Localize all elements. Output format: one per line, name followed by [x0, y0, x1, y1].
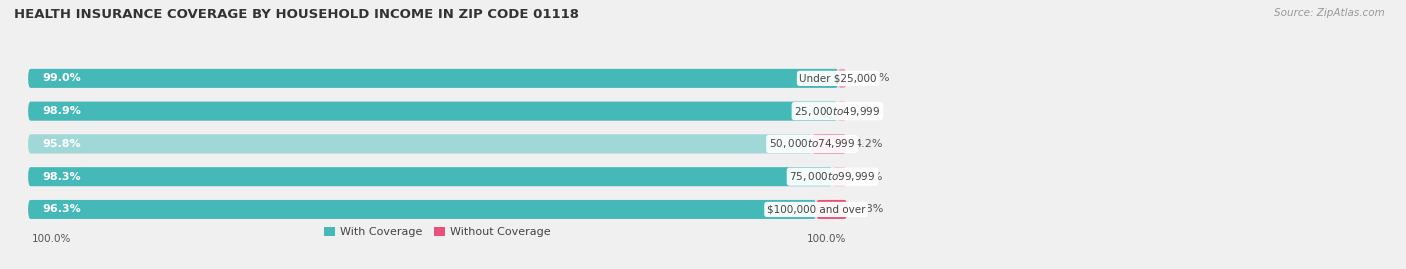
- Text: 98.9%: 98.9%: [42, 106, 82, 116]
- Text: 3.8%: 3.8%: [855, 204, 884, 214]
- FancyBboxPatch shape: [28, 69, 846, 88]
- FancyBboxPatch shape: [28, 167, 846, 186]
- FancyBboxPatch shape: [28, 200, 846, 219]
- Text: 100.0%: 100.0%: [32, 234, 72, 244]
- Text: 100.0%: 100.0%: [807, 234, 846, 244]
- FancyBboxPatch shape: [28, 102, 846, 121]
- Text: Under $25,000: Under $25,000: [800, 73, 877, 83]
- Text: Source: ZipAtlas.com: Source: ZipAtlas.com: [1274, 8, 1385, 18]
- Text: $100,000 and over: $100,000 and over: [766, 204, 865, 214]
- FancyBboxPatch shape: [832, 167, 846, 186]
- FancyBboxPatch shape: [28, 102, 838, 121]
- FancyBboxPatch shape: [28, 69, 838, 88]
- Text: 1.7%: 1.7%: [855, 172, 883, 182]
- Text: 98.3%: 98.3%: [42, 172, 82, 182]
- FancyBboxPatch shape: [28, 167, 832, 186]
- Text: 96.3%: 96.3%: [42, 204, 82, 214]
- FancyBboxPatch shape: [28, 200, 815, 219]
- FancyBboxPatch shape: [815, 200, 848, 219]
- Text: 95.8%: 95.8%: [42, 139, 82, 149]
- Text: HEALTH INSURANCE COVERAGE BY HOUSEHOLD INCOME IN ZIP CODE 01118: HEALTH INSURANCE COVERAGE BY HOUSEHOLD I…: [14, 8, 579, 21]
- Text: 0.97%: 0.97%: [855, 73, 890, 83]
- Legend: With Coverage, Without Coverage: With Coverage, Without Coverage: [323, 227, 551, 238]
- FancyBboxPatch shape: [28, 134, 813, 153]
- Text: $50,000 to $74,999: $50,000 to $74,999: [769, 137, 855, 150]
- Text: $25,000 to $49,999: $25,000 to $49,999: [794, 105, 880, 118]
- FancyBboxPatch shape: [28, 134, 846, 153]
- FancyBboxPatch shape: [838, 69, 846, 88]
- Text: 1.1%: 1.1%: [855, 106, 883, 116]
- FancyBboxPatch shape: [838, 102, 846, 121]
- Text: 99.0%: 99.0%: [42, 73, 82, 83]
- Text: $75,000 to $99,999: $75,000 to $99,999: [789, 170, 876, 183]
- Text: 4.2%: 4.2%: [855, 139, 883, 149]
- FancyBboxPatch shape: [813, 134, 846, 153]
